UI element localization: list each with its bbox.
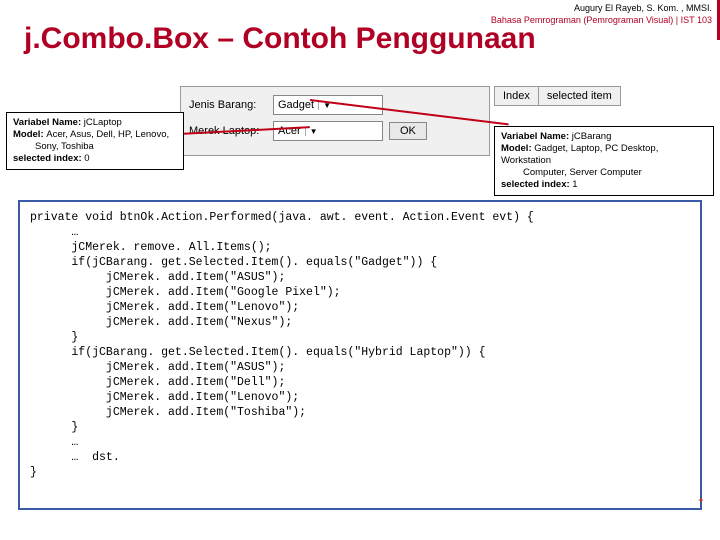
annotation-right: Variabel Name: jCBarang Model: Gadget, L… (494, 126, 714, 196)
ar-l3-label: selected index: (501, 179, 572, 190)
ar-l2b: Computer, Server Computer (501, 167, 707, 179)
annotation-left: Variabel Name: jCLaptop Model: Acer, Asu… (6, 112, 184, 170)
ui-form-screenshot: Jenis Barang: Gadget ▼ Merek Laptop: Ace… (180, 86, 490, 156)
university-logo-icon: ✦ (686, 496, 716, 536)
al-l2b: Sony, Toshiba (13, 141, 177, 153)
header-block: Augury El Rayeb, S. Kom. , MMSI. Bahasa … (491, 2, 712, 26)
ar-l1-val: jCBarang (572, 131, 612, 142)
header-line2: Bahasa Pemrograman (Pemrograman Visual) … (491, 14, 712, 26)
col-selected: selected item (539, 87, 620, 105)
al-l3-label: selected index: (13, 153, 84, 164)
table-header: Index selected item (494, 86, 621, 106)
code-block: private void btnOk.Action.Performed(java… (18, 200, 702, 510)
ar-l1-label: Variabel Name: (501, 131, 572, 142)
al-l3-val: 0 (84, 153, 89, 164)
label-jenis: Jenis Barang: (189, 99, 267, 111)
al-l1-val: jCLaptop (84, 117, 122, 128)
ar-l2-label: Model: (501, 143, 534, 154)
al-l1-label: Variabel Name: (13, 117, 84, 128)
ok-button[interactable]: OK (389, 122, 427, 140)
al-l2-val: Acer, Asus, Dell, HP, Lenovo, (46, 129, 169, 140)
col-index: Index (495, 87, 539, 105)
al-l2-label: Model: (13, 129, 46, 140)
header-line1: Augury El Rayeb, S. Kom. , MMSI. (491, 2, 712, 14)
combo-jenis-value: Gadget (278, 99, 314, 111)
ar-l3-val: 1 (572, 179, 577, 190)
combo-merek[interactable]: Acer ▼ (273, 121, 383, 141)
